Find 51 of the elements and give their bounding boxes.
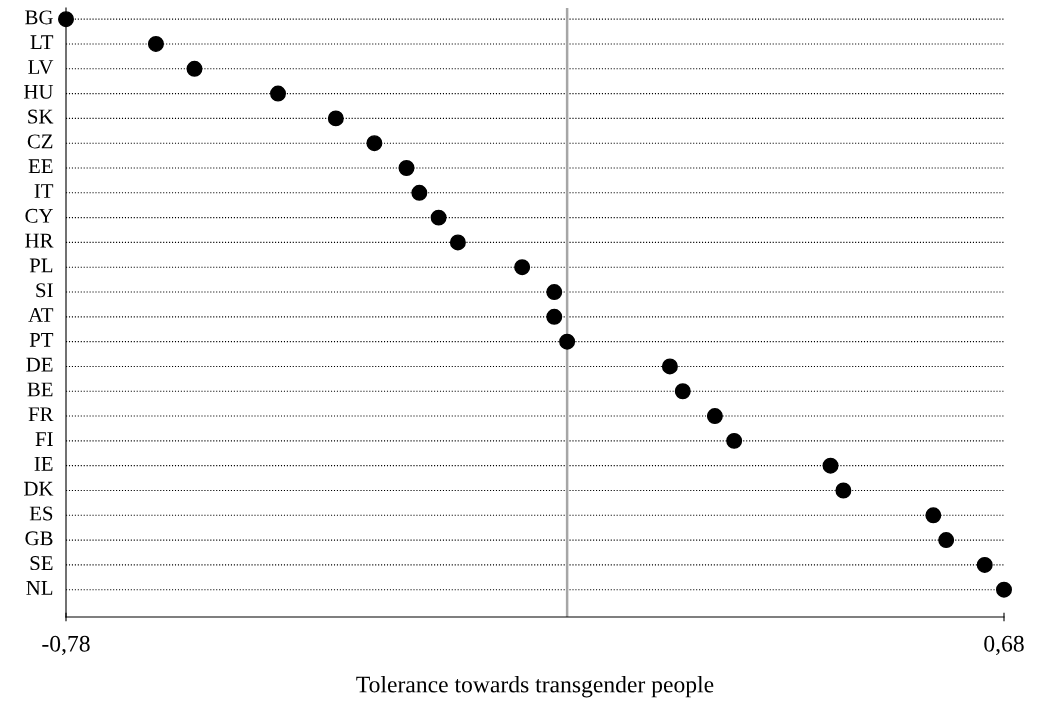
y-tick-label: SI [36, 283, 53, 298]
x-tick-label: -0,78 [42, 635, 90, 656]
y-tick-label: BE [27, 382, 53, 397]
y-tick-label: BG [25, 10, 53, 25]
y-tick-label: EE [28, 159, 53, 174]
point [706, 408, 723, 425]
point [822, 457, 839, 474]
y-tick-label: IE [34, 457, 53, 471]
point [925, 507, 942, 524]
y-tick-label: HR [25, 233, 54, 248]
x-tick-label: 0,68 [984, 635, 1024, 656]
point [546, 284, 563, 301]
point [938, 532, 955, 549]
point [366, 135, 383, 152]
point [726, 432, 743, 449]
point [58, 11, 74, 28]
y-tick-label: FI [35, 432, 53, 446]
y-tick-label: IT [34, 184, 54, 198]
x-axis-title: Tolerance towards transgender people [356, 675, 714, 698]
y-tick-label: GB [25, 531, 53, 546]
y-tick-label: CZ [27, 134, 53, 149]
point [835, 482, 852, 499]
y-tick-label: DE [26, 357, 53, 372]
point [996, 581, 1012, 598]
point [430, 209, 447, 226]
point [674, 383, 691, 400]
point [327, 110, 344, 127]
y-tick-label: ES [29, 506, 53, 521]
point [398, 160, 415, 176]
point [147, 35, 164, 52]
point [270, 85, 286, 102]
y-tick-label: PL [29, 258, 53, 273]
point [559, 333, 576, 350]
point [976, 556, 993, 573]
y-tick-label: CY [25, 208, 53, 223]
y-tick-label: FR [28, 407, 54, 422]
point [186, 60, 203, 77]
point [661, 358, 678, 375]
y-tick-label: SK [28, 109, 54, 124]
y-tick-label: HU [24, 84, 54, 99]
y-tick-label: PT [29, 333, 54, 347]
y-tick-label: LV [28, 60, 54, 75]
point [449, 234, 466, 251]
y-tick-label: DK [24, 481, 54, 496]
point [514, 259, 531, 276]
y-tick-label: LT [30, 35, 54, 49]
y-tick-label: NL [26, 581, 53, 595]
y-tick-label: AT [28, 308, 54, 322]
point [411, 184, 428, 201]
y-tick-label: SE [30, 556, 53, 571]
point [546, 308, 563, 325]
